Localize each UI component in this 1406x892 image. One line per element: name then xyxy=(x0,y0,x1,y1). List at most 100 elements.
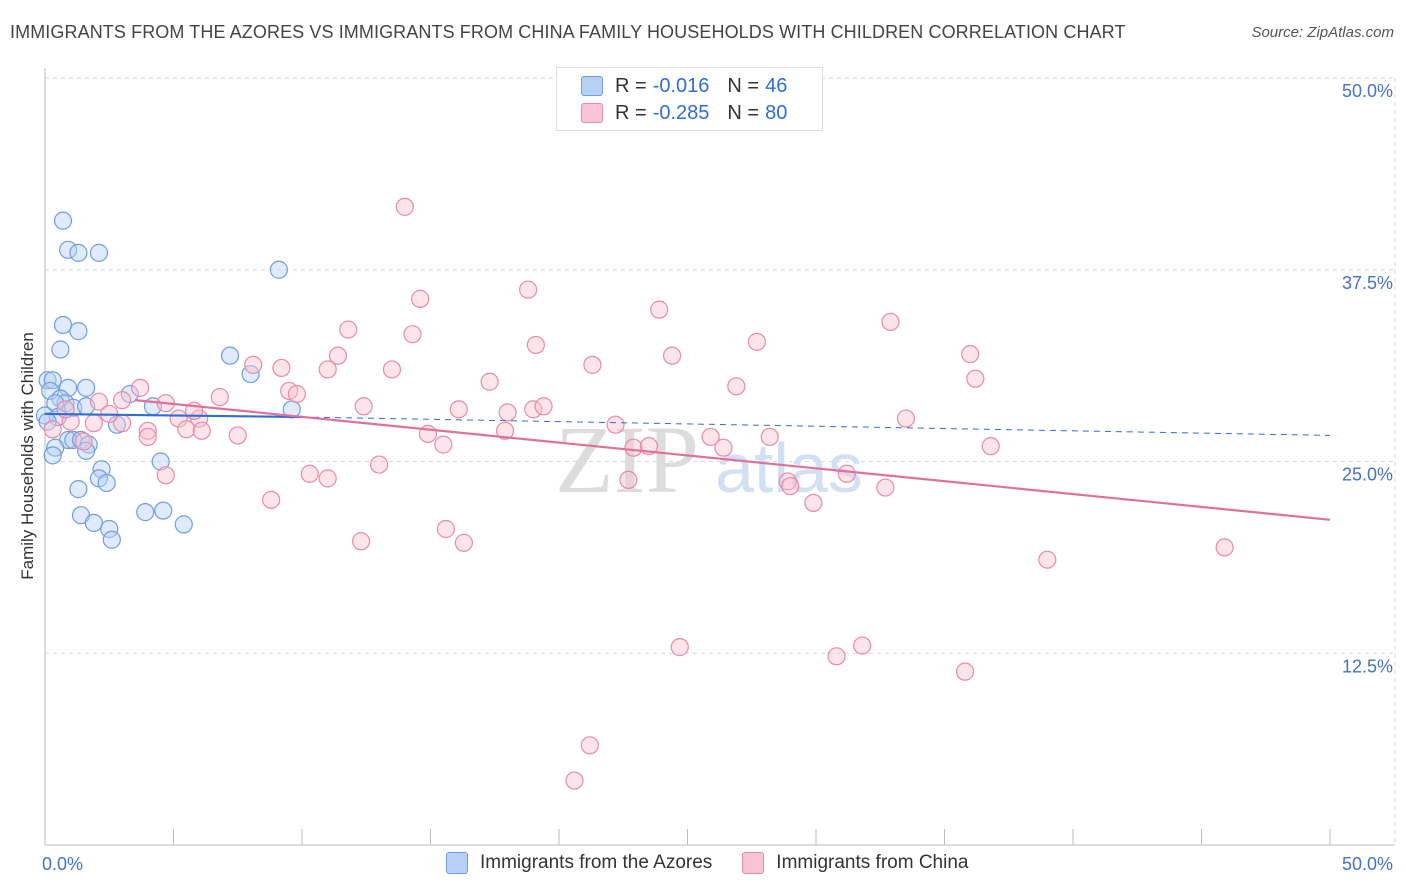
data-point xyxy=(100,519,119,539)
stats-legend: R = -0.016 N = 46 R = -0.285 N = 80 xyxy=(556,67,823,131)
legend-label-china: Immigrants from China xyxy=(776,852,969,873)
data-point xyxy=(403,325,422,344)
data-point xyxy=(519,280,538,299)
data-point xyxy=(130,378,150,397)
data-point xyxy=(395,197,414,216)
data-point xyxy=(526,335,545,355)
legend-row-china: R = -0.285 N = 80 xyxy=(581,100,787,126)
data-point xyxy=(112,391,132,410)
data-point xyxy=(69,243,88,262)
data-point xyxy=(59,240,78,259)
data-point xyxy=(896,409,916,428)
legend-swatch-azores xyxy=(446,852,468,874)
data-point xyxy=(53,315,73,335)
data-point xyxy=(436,519,456,539)
data-point xyxy=(1215,538,1234,557)
legend-n-label: N = xyxy=(727,101,760,124)
data-point xyxy=(77,378,96,397)
data-point xyxy=(89,243,109,262)
x-tick-label: 50.0% xyxy=(1342,854,1393,874)
data-point xyxy=(955,662,975,681)
legend-r-value: -0.016 xyxy=(652,74,710,97)
data-point xyxy=(174,515,193,534)
data-point xyxy=(138,421,157,440)
data-point xyxy=(534,397,553,416)
data-point xyxy=(714,438,733,457)
data-point xyxy=(84,513,103,532)
y-tick-label: 12.5% xyxy=(1342,656,1393,676)
legend-label-azores: Immigrants from the Azores xyxy=(480,852,713,873)
trend-lines xyxy=(44,399,1331,521)
data-point xyxy=(580,736,599,755)
legend-r-label: R = xyxy=(615,101,647,124)
data-point xyxy=(272,358,291,378)
legend-n-value: 80 xyxy=(765,101,788,124)
data-point xyxy=(727,377,746,396)
series-legend: Immigrants from the Azores Immigrants fr… xyxy=(446,852,998,874)
data-point xyxy=(53,211,73,230)
data-point xyxy=(701,427,720,447)
data-point xyxy=(287,384,306,404)
data-point xyxy=(354,397,373,416)
data-point xyxy=(624,438,643,457)
data-point xyxy=(228,426,247,445)
data-point xyxy=(827,647,846,666)
legend-n-value: 46 xyxy=(765,74,788,97)
watermark: ZIP atlas xyxy=(555,406,863,513)
data-point xyxy=(136,503,155,522)
data-point xyxy=(804,493,823,513)
data-point xyxy=(300,464,319,483)
data-point xyxy=(760,427,779,447)
data-point xyxy=(156,466,175,485)
data-point xyxy=(876,478,895,497)
legend-item-azores[interactable]: Immigrants from the Azores xyxy=(446,852,712,874)
watermark-zip: ZIP xyxy=(555,406,699,513)
chart-title: IMMIGRANTS FROM THE AZORES VS IMMIGRANTS… xyxy=(10,22,1126,42)
data-point xyxy=(69,322,88,341)
y-tick-label: 37.5% xyxy=(1342,273,1393,293)
trend-line-china xyxy=(134,399,1331,521)
data-point xyxy=(192,421,211,440)
data-point xyxy=(981,437,1000,456)
data-point xyxy=(747,332,766,351)
data-point xyxy=(961,345,980,364)
data-point xyxy=(102,530,121,549)
data-point xyxy=(966,369,985,388)
data-point xyxy=(495,421,515,440)
data-point xyxy=(498,403,517,422)
data-point xyxy=(434,435,453,454)
data-point xyxy=(46,394,65,413)
data-point xyxy=(853,636,872,655)
data-point xyxy=(524,400,543,419)
y-tick-label: 50.0% xyxy=(1342,81,1393,101)
source-credit: Source: ZipAtlas.com xyxy=(1251,24,1394,41)
data-point xyxy=(583,355,602,374)
data-point xyxy=(210,387,229,407)
data-point xyxy=(154,501,173,520)
data-point xyxy=(151,452,170,471)
legend-r-label: R = xyxy=(615,74,647,97)
axes xyxy=(44,68,1395,846)
data-point xyxy=(43,446,62,465)
data-point xyxy=(97,473,116,493)
data-point xyxy=(370,455,389,474)
data-point xyxy=(328,346,348,365)
data-point xyxy=(565,771,584,790)
data-point xyxy=(480,372,499,391)
trend-line-azores xyxy=(44,412,303,419)
data-point xyxy=(51,340,70,359)
data-point xyxy=(138,427,157,447)
legend-row-azores: R = -0.016 N = 46 xyxy=(581,73,787,99)
data-point xyxy=(837,464,856,483)
data-point xyxy=(881,312,900,332)
legend-item-china[interactable]: Immigrants from China xyxy=(742,852,968,874)
data-point xyxy=(69,480,88,499)
data-point xyxy=(262,490,281,509)
data-point xyxy=(339,320,358,339)
data-point xyxy=(269,260,288,279)
data-point xyxy=(177,420,196,439)
data-point xyxy=(352,532,371,551)
series-azores-points xyxy=(35,211,301,549)
data-point xyxy=(89,392,109,411)
